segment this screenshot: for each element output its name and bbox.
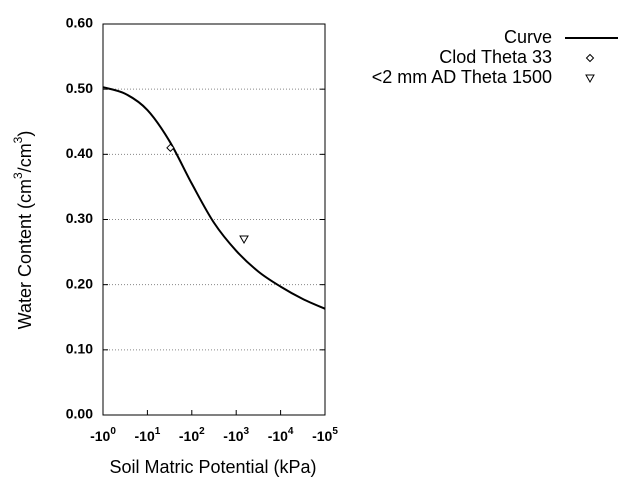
curve bbox=[102, 86, 326, 310]
triangle-point bbox=[239, 235, 249, 245]
x-tick-label: -105 bbox=[312, 426, 338, 444]
y-tick-label: 0.10 bbox=[66, 341, 93, 357]
x-tick-label: -104 bbox=[268, 426, 294, 444]
x-tick-exponent: 0 bbox=[110, 426, 116, 437]
y-tick-label: 0.40 bbox=[66, 145, 93, 161]
x-tick-base: -10 bbox=[312, 428, 332, 444]
x-tick-base: -10 bbox=[90, 428, 110, 444]
x-tick-base: -10 bbox=[179, 428, 199, 444]
x-tick-exponent: 2 bbox=[199, 426, 205, 437]
y-tick-label: 0.60 bbox=[66, 15, 93, 31]
y-tick-label: 0.00 bbox=[66, 406, 93, 422]
x-tick-label: -103 bbox=[223, 426, 249, 444]
legend-marker bbox=[585, 53, 595, 63]
legend-label: Clod Theta 33 bbox=[439, 47, 552, 67]
x-tick-base: -10 bbox=[135, 428, 155, 444]
y-tick-label: 0.30 bbox=[66, 210, 93, 226]
plot-frame bbox=[102, 23, 326, 416]
x-tick-exponent: 5 bbox=[332, 426, 338, 437]
x-tick-label: -101 bbox=[135, 426, 161, 444]
y-tick-label: 0.20 bbox=[66, 275, 93, 291]
x-tick-exponent: 4 bbox=[288, 426, 294, 437]
y-tick-label: 0.50 bbox=[66, 80, 93, 96]
x-tick-label: -102 bbox=[179, 426, 205, 444]
x-tick-exponent: 3 bbox=[244, 426, 250, 437]
x-tick-base: -10 bbox=[268, 428, 288, 444]
x-tick-base: -10 bbox=[223, 428, 243, 444]
legend-label: Curve bbox=[504, 27, 552, 47]
x-axis-label: Soil Matric Potential (kPa) bbox=[109, 457, 316, 477]
legend-label: <2 mm AD Theta 1500 bbox=[372, 67, 552, 87]
y-axis-label: Water Content (cm3/cm3) bbox=[11, 131, 35, 330]
x-tick-label: -100 bbox=[90, 426, 116, 444]
legend-marker bbox=[585, 74, 595, 84]
diamond-point bbox=[166, 143, 175, 153]
x-tick-exponent: 1 bbox=[155, 426, 161, 437]
